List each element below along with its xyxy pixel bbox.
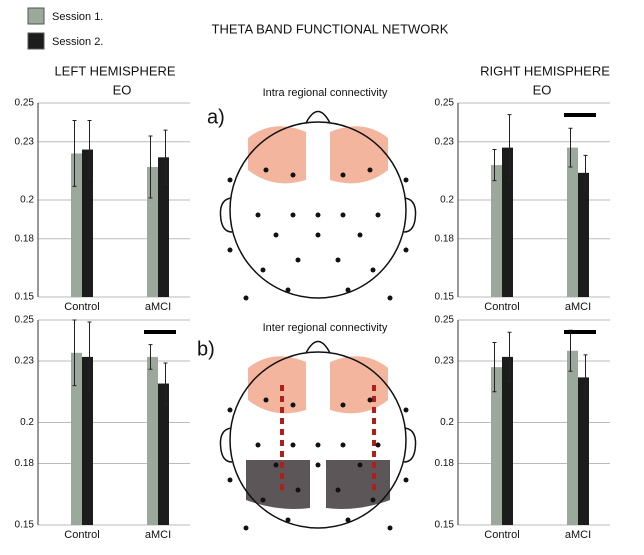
- error-bar: [72, 319, 77, 387]
- y-tick-label: 0.2: [440, 195, 454, 206]
- x-tick-label: Control: [64, 529, 99, 541]
- error-bar: [72, 119, 77, 187]
- y-tick-label: 0.23: [15, 356, 35, 367]
- error-bar: [163, 362, 168, 405]
- x-tick-label: Control: [64, 301, 99, 313]
- panel-label: a): [207, 106, 225, 128]
- x-tick-label: aMCI: [565, 529, 591, 541]
- y-tick-label: 0.25: [15, 98, 35, 109]
- x-tick-label: aMCI: [145, 529, 171, 541]
- error-bar: [148, 344, 153, 370]
- bar: [82, 356, 93, 525]
- y-tick-label: 0.18: [435, 233, 455, 244]
- y-tick-label: 0.18: [15, 458, 35, 469]
- y-tick-label: 0.15: [15, 520, 35, 531]
- head-diagram-b: [219, 340, 417, 532]
- y-tick-label: 0.25: [435, 98, 455, 109]
- bar: [491, 367, 502, 525]
- bar: [502, 356, 513, 525]
- error-bar: [87, 119, 92, 180]
- chart-subtitle: EO: [533, 82, 552, 97]
- y-tick-label: 0.15: [15, 292, 35, 303]
- y-tick-label: 0.18: [15, 233, 35, 244]
- panel-title: Intra regional connectivity: [263, 87, 388, 99]
- bar: [82, 149, 93, 297]
- y-tick-label: 0.2: [20, 417, 34, 428]
- x-tick-label: Control: [484, 301, 519, 313]
- y-tick-label: 0.25: [15, 315, 35, 326]
- error-bar: [492, 342, 497, 393]
- legend-swatch: [27, 32, 45, 50]
- x-tick-label: aMCI: [565, 301, 591, 313]
- legend-swatch: [27, 7, 45, 25]
- error-bar: [583, 154, 588, 191]
- error-bar: [568, 127, 573, 168]
- y-tick-label: 0.2: [20, 195, 34, 206]
- bar: [578, 377, 589, 525]
- bar: [147, 167, 158, 297]
- error-bar: [87, 321, 92, 393]
- y-tick-label: 0.15: [435, 520, 455, 531]
- error-bar: [148, 135, 153, 199]
- y-tick-label: 0.15: [435, 292, 455, 303]
- bar: [158, 157, 169, 297]
- legend-label: Session 1.: [52, 11, 103, 23]
- head-diagram-a: [219, 110, 417, 302]
- error-bar: [492, 149, 497, 182]
- error-bar: [163, 129, 168, 185]
- y-tick-label: 0.23: [435, 356, 455, 367]
- panel-label: b): [197, 338, 215, 360]
- bar: [491, 165, 502, 297]
- y-tick-label: 0.2: [440, 417, 454, 428]
- bar: [71, 352, 82, 525]
- error-bar: [507, 114, 512, 182]
- x-tick-label: Control: [484, 529, 519, 541]
- bar: [567, 147, 578, 297]
- left-label: LEFT HEMISPHERE: [54, 63, 175, 78]
- bar: [567, 350, 578, 525]
- bar: [147, 356, 158, 525]
- bar: [158, 383, 169, 525]
- error-bar: [507, 331, 512, 382]
- bar: [502, 147, 513, 297]
- y-tick-label: 0.23: [15, 136, 35, 147]
- panel-title: Inter regional connectivity: [263, 322, 388, 334]
- y-tick-label: 0.23: [435, 136, 455, 147]
- legend-label: Session 2.: [52, 36, 103, 48]
- y-tick-label: 0.18: [435, 458, 455, 469]
- chart-subtitle: EO: [113, 82, 132, 97]
- x-tick-label: aMCI: [145, 301, 171, 313]
- right-label: RIGHT HEMISPHERE: [480, 63, 610, 78]
- error-bar: [583, 354, 588, 401]
- figure-title: THETA BAND FUNCTIONAL NETWORK: [212, 21, 449, 36]
- y-tick-label: 0.25: [435, 315, 455, 326]
- bar: [578, 172, 589, 297]
- bar: [71, 153, 82, 297]
